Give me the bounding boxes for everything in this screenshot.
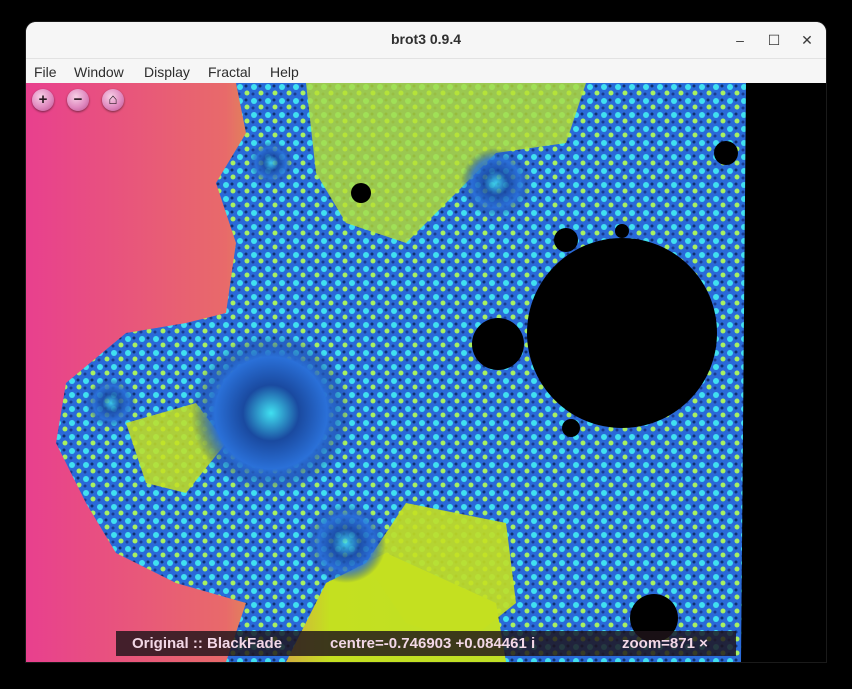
title-bar[interactable]: brot3 0.9.4 – ☐ ✕	[26, 22, 826, 59]
status-zoom: zoom=871 ×	[622, 635, 708, 652]
right-black-region	[741, 83, 826, 662]
fractal-spiral	[86, 378, 136, 428]
fractal-spiral	[191, 333, 351, 493]
status-bar: Original :: BlackFade centre=-0.746903 +…	[116, 631, 736, 656]
menu-bar: File Window Display Fractal Help	[26, 59, 826, 83]
mandelbrot-bulb	[630, 594, 678, 642]
fractal-spiral	[461, 148, 531, 218]
mandelbrot-bulb	[562, 419, 580, 437]
mandelbrot-bulb	[472, 318, 524, 370]
status-centre: centre=-0.746903 +0.084461 i	[330, 635, 536, 652]
fractal-canvas[interactable]: + − ⌂ Original :: BlackFade centre=-0.74…	[26, 83, 826, 662]
menu-help[interactable]: Help	[270, 64, 299, 80]
menu-fractal[interactable]: Fractal	[208, 64, 251, 80]
zoom-in-button[interactable]: +	[32, 89, 54, 111]
fractal-yellow-patch	[366, 503, 516, 643]
menu-display[interactable]: Display	[144, 64, 190, 80]
minimize-button[interactable]: –	[736, 32, 744, 48]
mandelbrot-bulb	[714, 141, 738, 165]
maximize-button[interactable]: ☐	[767, 32, 781, 48]
menu-file[interactable]: File	[34, 64, 57, 80]
zoom-out-button[interactable]: −	[67, 89, 89, 111]
fractal-image	[26, 83, 826, 662]
fractal-filament-region	[56, 83, 746, 662]
mandelbrot-bulb	[554, 228, 578, 252]
fractal-yellow-patch	[306, 83, 586, 243]
menu-window[interactable]: Window	[74, 64, 124, 80]
status-algorithm: Original :: BlackFade	[132, 635, 283, 652]
app-window: brot3 0.9.4 – ☐ ✕ File Window Display Fr…	[26, 22, 826, 662]
mandelbrot-bulb	[351, 183, 371, 203]
mandelbrot-cardioid	[527, 238, 717, 428]
mandelbrot-bulb	[615, 224, 629, 238]
window-title: brot3 0.9.4	[390, 31, 462, 47]
fractal-spiral	[249, 141, 293, 185]
fractal-spiral	[306, 503, 386, 583]
home-button[interactable]: ⌂	[102, 89, 124, 111]
close-button[interactable]: ✕	[801, 32, 813, 48]
